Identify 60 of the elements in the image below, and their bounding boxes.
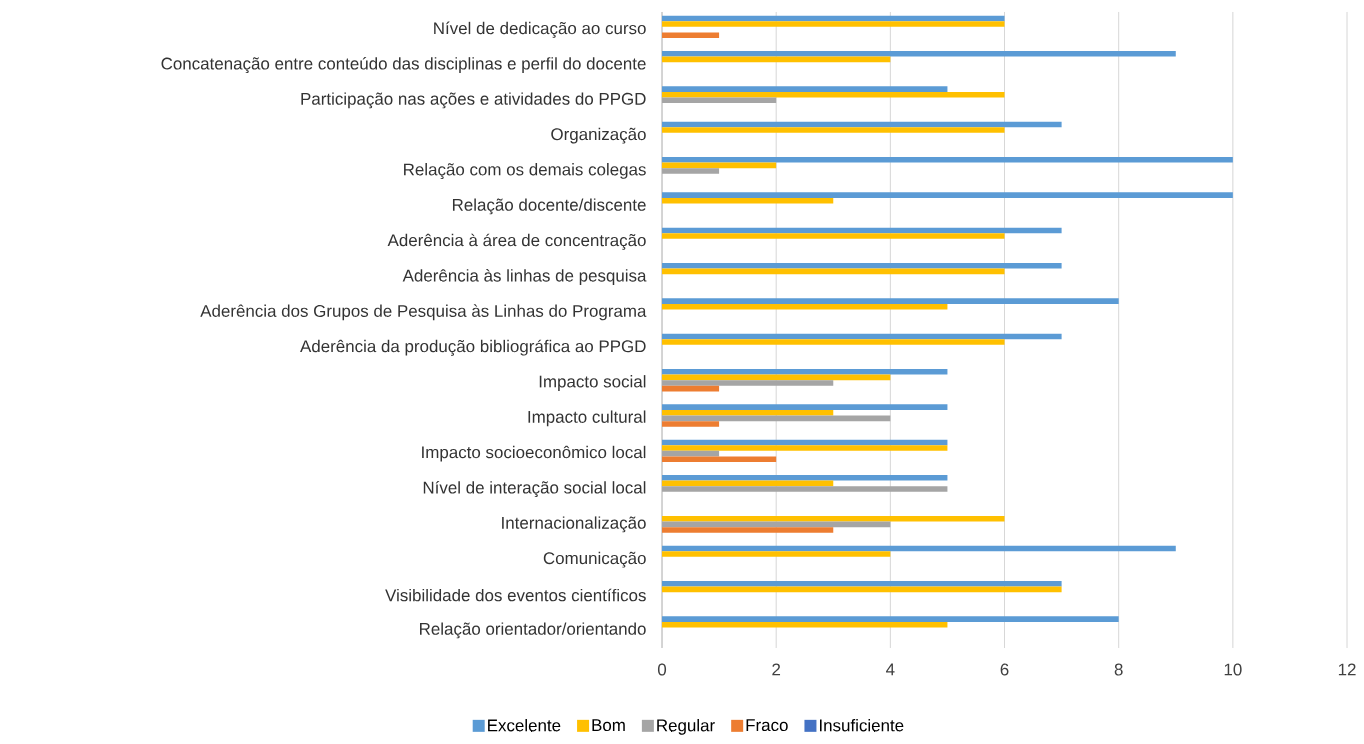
x-tick-label: 10 — [1224, 663, 1242, 676]
y-tick-label: Relação orientador/orientando — [420, 622, 646, 639]
y-tick-label: Impacto socioeconômico local — [422, 445, 646, 462]
bar — [662, 474, 948, 481]
y-tick-label: Aderência à área de concentração — [387, 233, 646, 250]
bar — [662, 197, 834, 204]
x-tick-label: 0 — [657, 663, 667, 676]
x-tick-label: 8 — [1114, 663, 1123, 676]
legend-label: Bom — [592, 719, 625, 732]
bar — [662, 445, 948, 451]
y-tick-label: Visibilidade dos eventos científicos — [385, 588, 646, 602]
y-tick-label: Nível de interação social local — [423, 480, 646, 498]
y-tick-label: Concatenação entre conteúdo das disciplinas e perfil do docente — [161, 56, 646, 74]
bar — [662, 409, 834, 416]
bar — [662, 551, 891, 557]
x-tick-label: 6 — [1000, 663, 1009, 676]
bar — [662, 127, 1005, 133]
y-tick-label: Participação nas ações e atividades do PPGD — [301, 92, 646, 109]
bar — [662, 86, 948, 92]
bar — [662, 91, 1005, 98]
legend-label: Regular — [657, 718, 715, 735]
y-tick-label: Aderência da produção bibliográfica ao PPGD — [300, 339, 646, 356]
y-tick-label: Relação com os demais colegas — [404, 163, 646, 179]
bar — [662, 192, 1233, 198]
bar — [662, 456, 777, 463]
legend-label: Insuficiente — [820, 718, 904, 732]
bar — [662, 156, 1233, 163]
bar — [662, 233, 1005, 239]
bar — [662, 262, 1062, 269]
y-tick-label: Comunicação — [543, 551, 646, 568]
bar — [662, 621, 948, 628]
bar — [662, 168, 720, 174]
y-tick-label: Impacto social — [539, 375, 646, 391]
bar — [662, 581, 1062, 587]
bar — [662, 616, 1119, 622]
bar — [662, 50, 1176, 57]
y-tick-label: Organização — [551, 127, 646, 144]
y-tick-label: Relação docente/discente — [452, 198, 646, 215]
y-tick-label: Aderência dos Grupos de Pesquisa às Linhas do Programa — [200, 304, 647, 321]
bar — [662, 298, 1119, 304]
bar — [662, 303, 948, 310]
y-tick-label: Impacto cultural — [528, 410, 646, 427]
bar — [662, 421, 720, 427]
y-tick-label: Internacionalização — [502, 516, 646, 533]
bar — [662, 515, 1005, 522]
bar — [662, 32, 720, 39]
x-tick-label: 2 — [772, 663, 781, 676]
legend-label: Fraco — [746, 719, 788, 732]
bar — [662, 380, 834, 386]
bar — [662, 486, 948, 492]
bar — [662, 339, 1005, 345]
legend-label: Excelente — [488, 718, 561, 732]
bar — [662, 368, 948, 375]
bar — [662, 527, 834, 533]
y-tick-label: Nível de dedicação ao curso — [434, 21, 646, 38]
y-tick-label: Aderência às linhas de pesquisa — [402, 269, 647, 285]
bar — [662, 21, 1005, 27]
x-tick-label: 4 — [886, 663, 895, 676]
x-tick-label: 12 — [1338, 663, 1356, 676]
bar — [662, 404, 948, 410]
